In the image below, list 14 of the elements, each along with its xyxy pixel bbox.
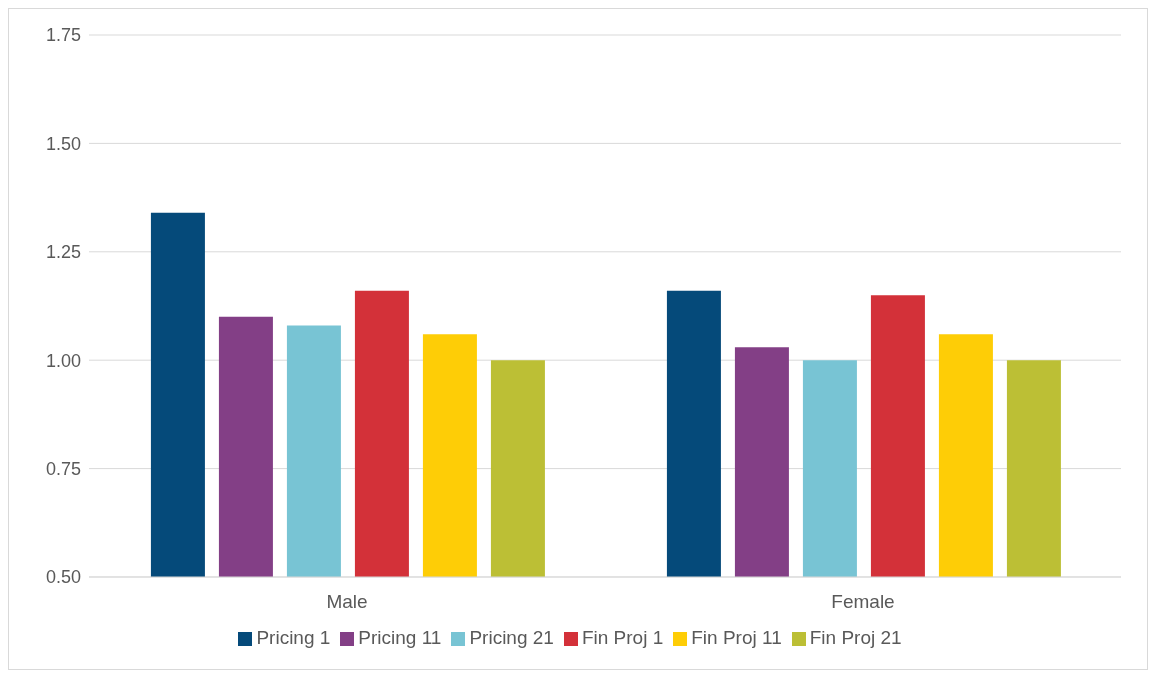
y-tick-label: 1.25 xyxy=(45,242,81,263)
y-tick-label: 1.00 xyxy=(45,350,81,371)
x-tick-label: Female xyxy=(831,591,895,613)
legend-label: Fin Proj 1 xyxy=(581,627,664,648)
y-tick-label: 1.75 xyxy=(45,25,81,46)
y-tick-label: 0.75 xyxy=(45,458,81,479)
y-tick-label: 0.50 xyxy=(45,567,81,588)
x-tick-label: Male xyxy=(326,591,368,613)
legend-label: Pricing 21 xyxy=(469,627,554,648)
legend-label: Pricing 1 xyxy=(256,627,331,648)
legend-label: Fin Proj 21 xyxy=(809,627,902,648)
y-tick-label: 1.50 xyxy=(45,133,81,154)
legend-label: Pricing 11 xyxy=(358,627,442,648)
legend-label: Fin Proj 11 xyxy=(691,627,782,648)
